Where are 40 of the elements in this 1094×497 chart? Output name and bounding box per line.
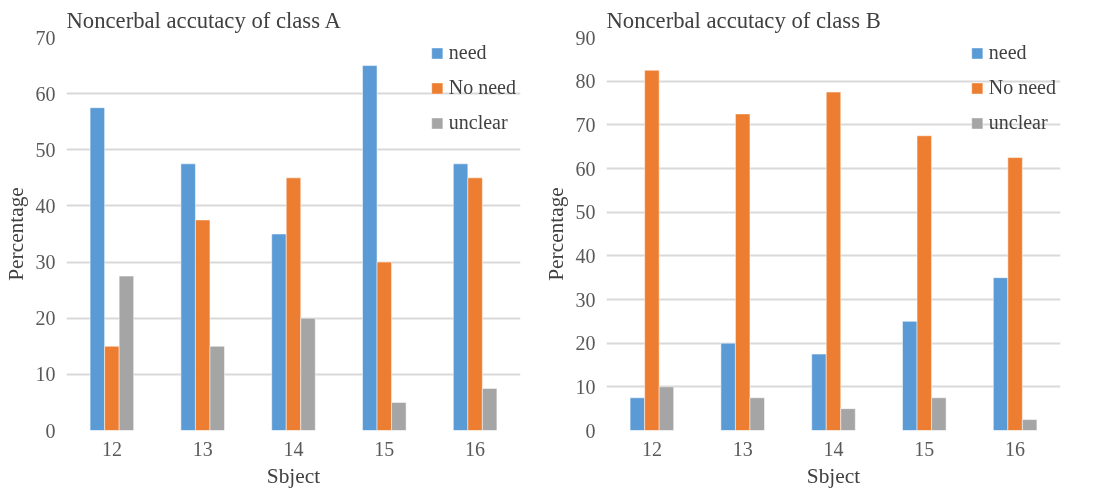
x-tick-label: 16 [465,437,486,460]
y-tick-label: 40 [35,194,56,217]
legend-label: need [988,41,1027,64]
x-tick-label: 13 [732,437,753,460]
y-tick-label: 70 [575,113,596,136]
y-tick-label: 10 [575,375,596,398]
chart-title: Noncerbal accutacy of class B [606,7,881,33]
y-tick-label: 0 [45,419,56,442]
y-tick-label: 0 [585,419,596,442]
y-tick-label: 60 [575,157,596,180]
x-tick-label: 14 [283,437,304,460]
y-tick-label: 20 [575,332,596,355]
y-tick-label: 20 [35,307,56,330]
y-tick-label: 30 [35,251,56,274]
y-tick-label: 60 [35,82,56,105]
legend-label: unclear [448,111,508,134]
y-axis-title: Percentage [543,187,568,281]
legend-label: No need [988,76,1056,99]
legend-label: No need [448,76,516,99]
y-tick-label: 90 [575,26,596,49]
x-tick-label: 12 [641,437,662,460]
x-axis-title: Sbject [806,463,861,488]
y-tick-label: 10 [35,363,56,386]
x-tick-label: 12 [101,437,122,460]
x-axis-title: Sbject [266,463,321,488]
y-tick-label: 40 [575,244,596,267]
legend-label: need [448,41,487,64]
y-tick-label: 50 [575,201,596,224]
y-tick-label: 70 [35,26,56,49]
y-tick-label: 50 [35,138,56,161]
legend-label: unclear [988,111,1048,134]
x-tick-label: 13 [192,437,213,460]
y-tick-label: 30 [575,288,596,311]
y-axis-title: Percentage [3,187,28,281]
x-tick-label: 15 [914,437,935,460]
y-tick-label: 80 [575,70,596,93]
x-tick-label: 15 [374,437,395,460]
x-tick-label: 16 [1005,437,1026,460]
chart-title: Noncerbal accutacy of class A [66,7,342,33]
x-tick-label: 14 [823,437,844,460]
